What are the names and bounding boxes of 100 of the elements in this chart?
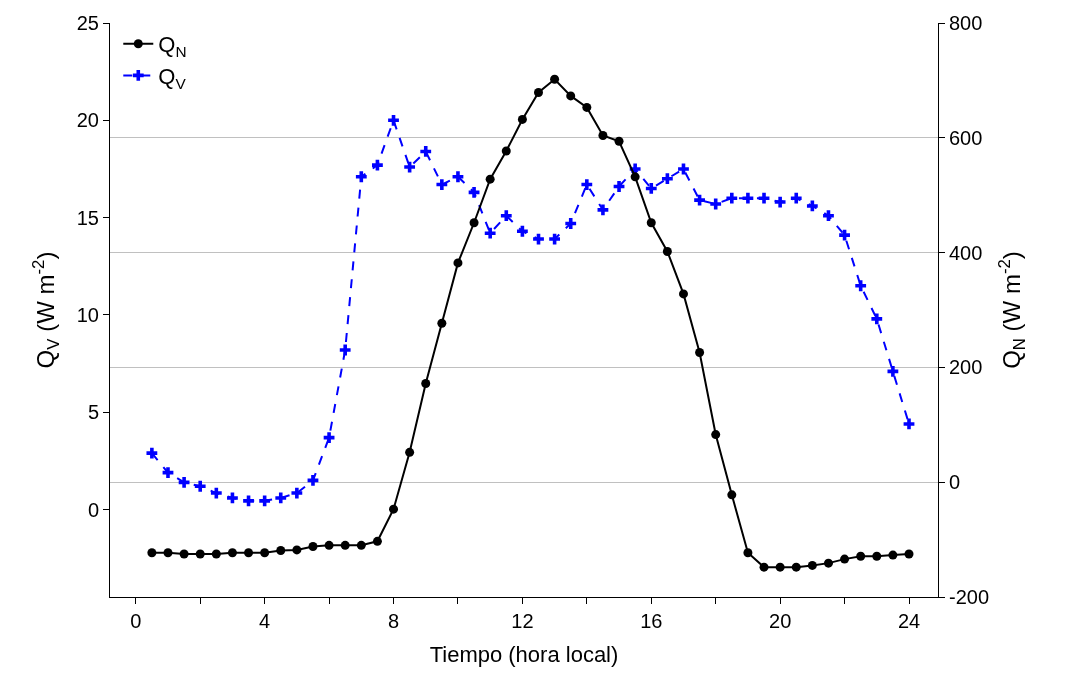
point (774, 196, 786, 208)
point (147, 548, 157, 558)
x-tick-label: 12 (511, 610, 534, 632)
point (888, 550, 898, 560)
point (582, 102, 592, 112)
point (500, 210, 512, 222)
point (549, 233, 561, 245)
x-tick-label: 8 (387, 610, 400, 632)
point (871, 313, 883, 325)
point (436, 179, 448, 190)
point (550, 74, 560, 84)
point (597, 204, 609, 216)
point (661, 173, 673, 185)
point (340, 540, 350, 550)
point (695, 347, 705, 357)
x-tick-label: 20 (769, 610, 792, 632)
point (887, 366, 899, 377)
point (534, 87, 543, 97)
point (339, 344, 351, 356)
point (211, 549, 221, 559)
point (292, 545, 302, 555)
point (405, 447, 415, 457)
point (420, 146, 432, 157)
point (598, 131, 608, 140)
point (839, 229, 850, 241)
y-tick-label: 20 (76, 109, 99, 132)
point (613, 181, 625, 192)
point (227, 492, 238, 504)
point (840, 554, 850, 564)
point (872, 551, 882, 561)
point (566, 91, 576, 101)
point (662, 246, 672, 256)
y-tick-label: 5 (87, 401, 99, 424)
point (903, 418, 915, 430)
point (355, 171, 367, 183)
point (807, 560, 817, 570)
point (614, 136, 624, 146)
point (501, 146, 511, 156)
point (726, 192, 738, 204)
point (163, 548, 173, 558)
point (308, 541, 318, 551)
point (275, 492, 287, 504)
point (244, 548, 254, 558)
point (484, 227, 496, 239)
point (260, 548, 270, 558)
point (742, 192, 754, 204)
y2-tick-label: 600 (949, 126, 983, 149)
y2-tick-label: 800 (949, 12, 983, 34)
point (178, 476, 190, 488)
point (421, 378, 431, 388)
point (227, 548, 237, 558)
point (485, 174, 495, 184)
point (856, 551, 866, 561)
point (727, 490, 737, 500)
point (806, 200, 818, 212)
point (759, 562, 769, 572)
legend-label: Q$_{N}$ (158, 32, 187, 60)
point (678, 289, 688, 299)
point (711, 430, 721, 440)
x-tick-label: 4 (259, 610, 271, 632)
point (790, 192, 802, 204)
x-tick-label: 0 (130, 610, 142, 632)
point (646, 218, 656, 228)
point (855, 280, 867, 292)
legend-label: Q$_{V}$ (158, 63, 187, 92)
x-tick-label: 24 (897, 610, 921, 632)
y-tick-label: 15 (76, 206, 99, 229)
point (243, 495, 254, 507)
point (179, 549, 189, 559)
point (452, 171, 464, 183)
point (195, 549, 205, 559)
point (533, 233, 544, 245)
point (678, 163, 689, 175)
y-tick-label: 10 (76, 303, 99, 326)
point (389, 504, 399, 514)
point (276, 546, 286, 556)
point (356, 540, 366, 550)
point (645, 183, 657, 194)
point (904, 549, 914, 559)
point (404, 161, 416, 173)
y-tick-label: 25 (76, 12, 99, 34)
y2-tick-label: 200 (949, 356, 983, 379)
point (775, 562, 785, 572)
point (437, 318, 447, 328)
point (516, 225, 528, 237)
y2-tick-label: 0 (949, 471, 961, 494)
point (194, 480, 206, 492)
point (517, 114, 527, 124)
point (758, 192, 770, 204)
point (469, 218, 479, 228)
y-tick-label: 0 (87, 498, 99, 521)
point (324, 540, 334, 550)
point (581, 179, 593, 190)
point (453, 258, 463, 268)
point (291, 487, 303, 499)
point (791, 562, 801, 572)
point (565, 218, 577, 229)
point (630, 172, 640, 182)
y2-tick-label: -200 (949, 586, 990, 608)
point (694, 194, 705, 206)
